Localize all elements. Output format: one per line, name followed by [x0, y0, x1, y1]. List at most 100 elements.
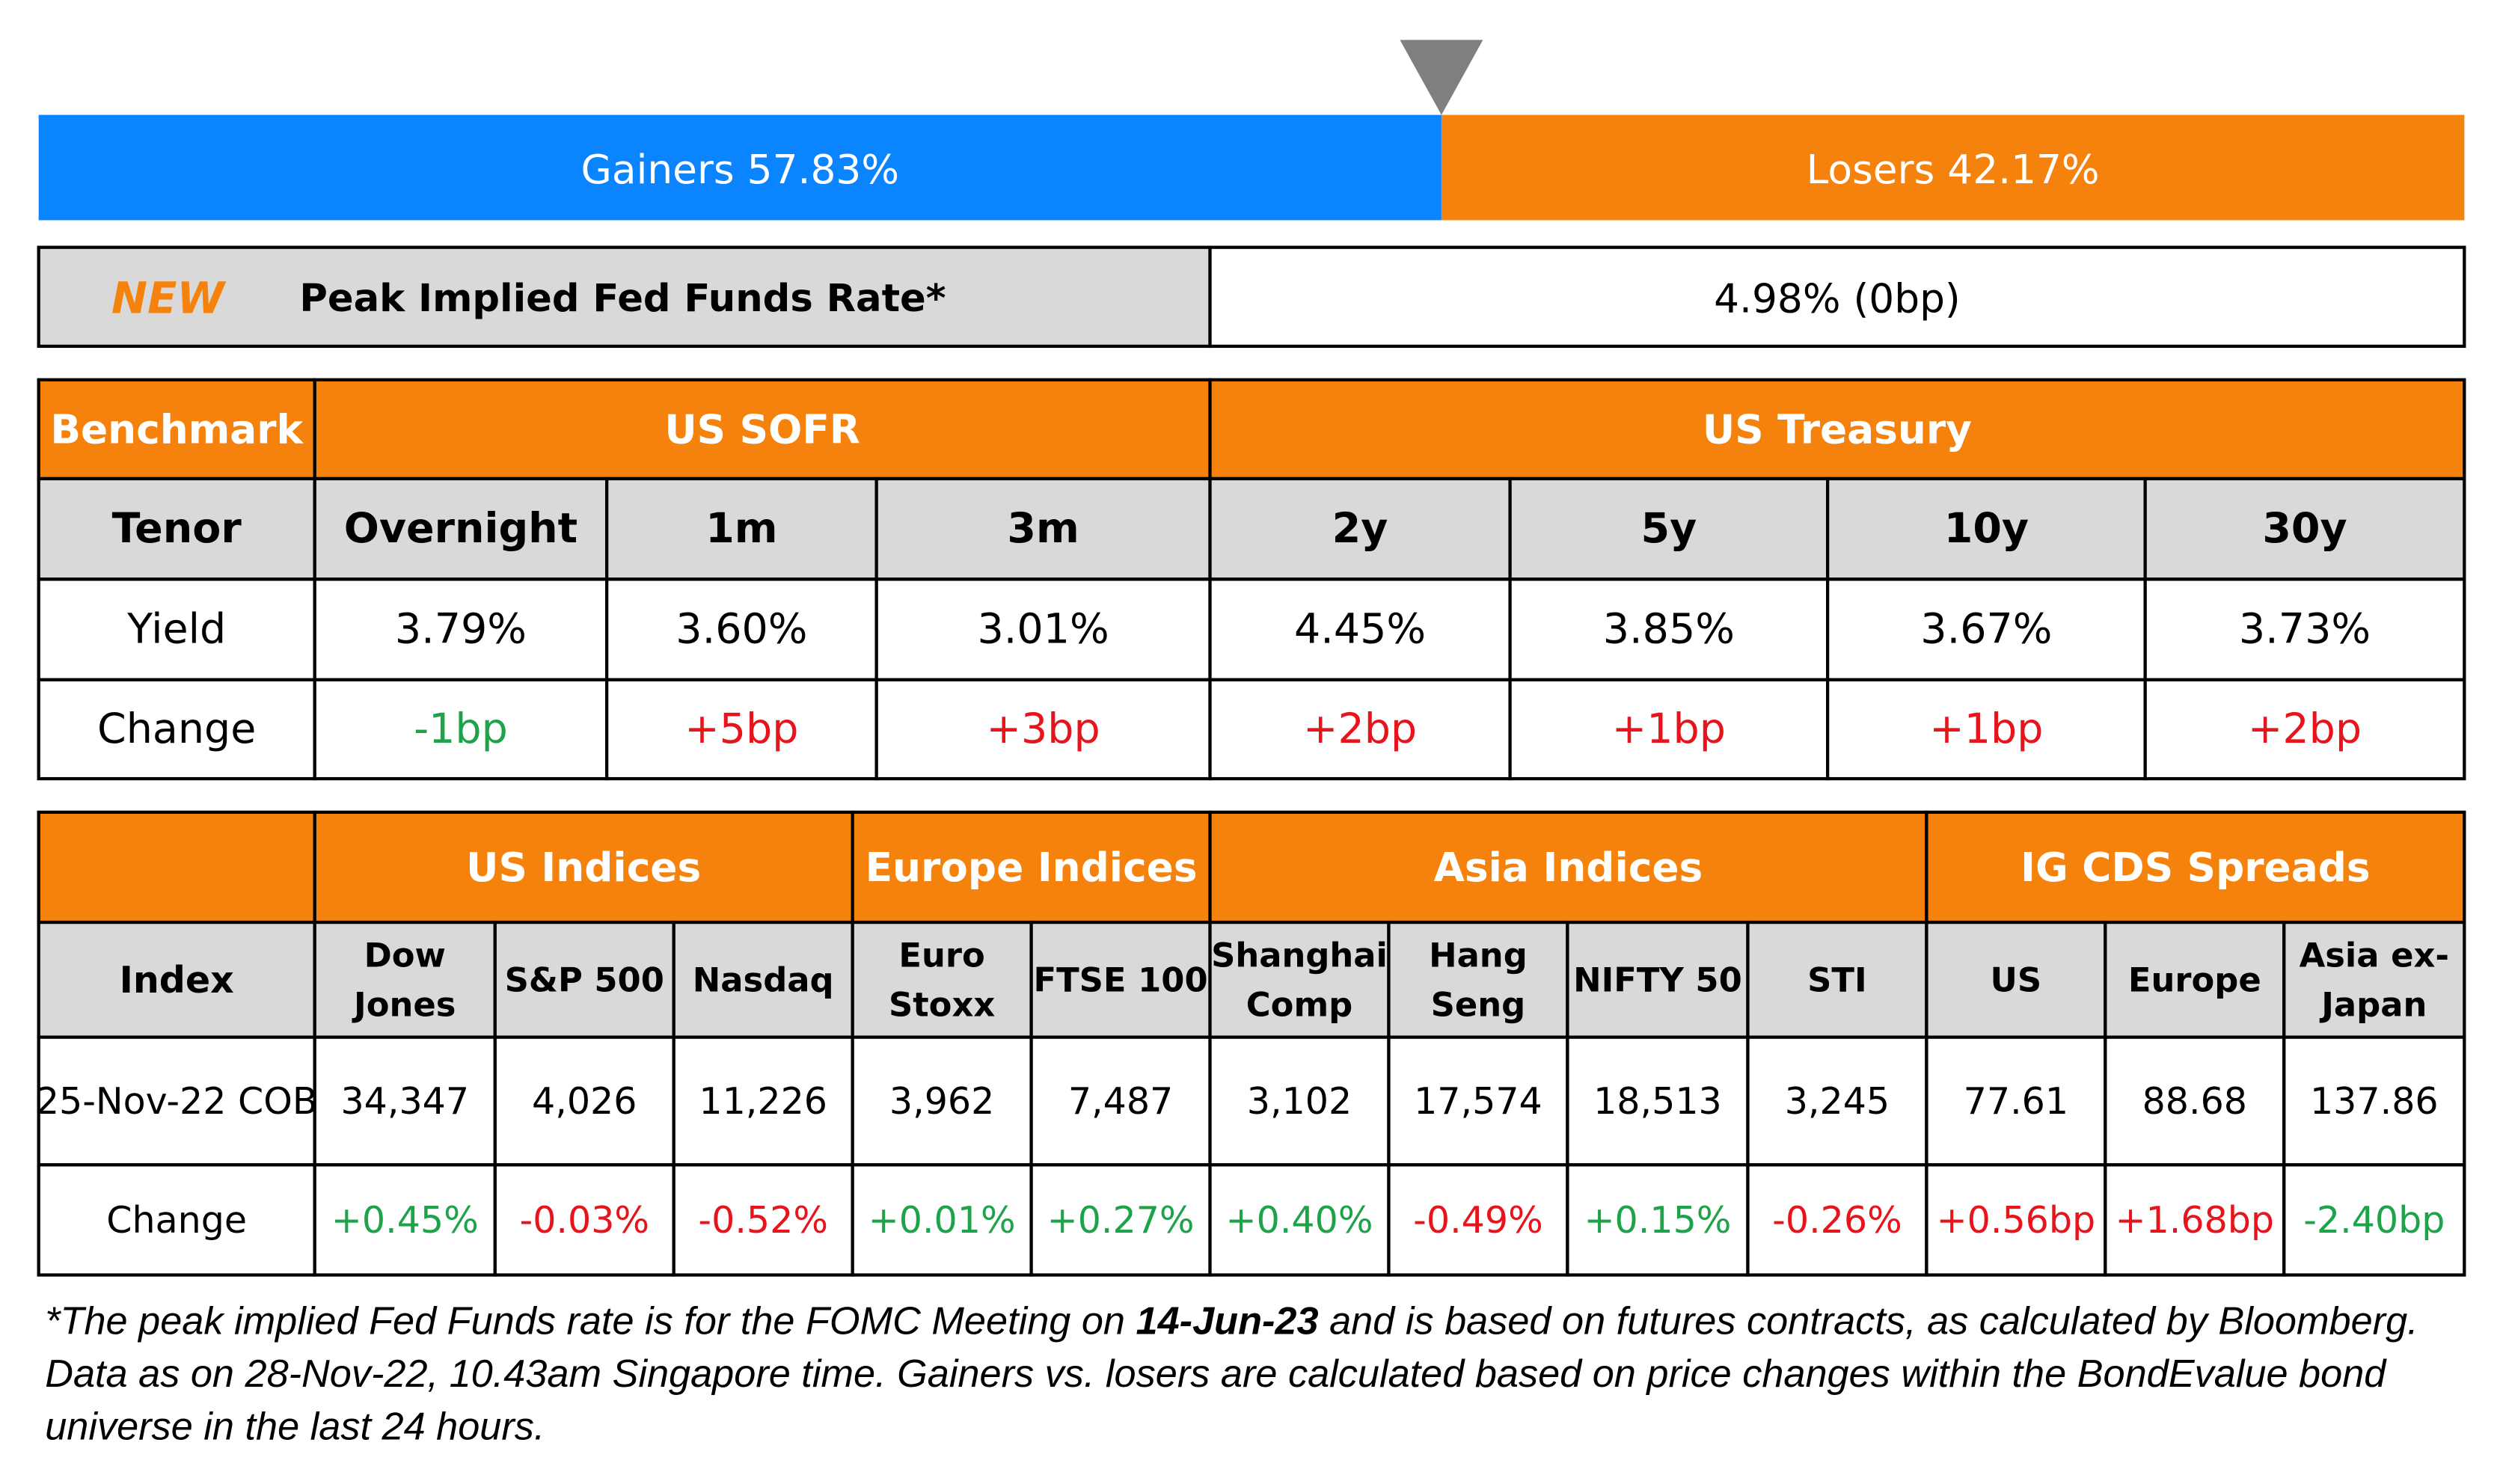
column-header: 2y: [1332, 505, 1388, 553]
column-header-cell: [37, 476, 316, 581]
value-cell: [1387, 1035, 1569, 1167]
row-label: Yield: [126, 606, 226, 654]
column-header: S&P 500: [505, 960, 664, 999]
value: -2.40bp: [2303, 1198, 2445, 1242]
row-label-cell: [37, 1035, 316, 1167]
value-cell: [493, 1163, 675, 1277]
column-header-cell: [851, 920, 1033, 1039]
footnote: *The peak implied Fed Funds rate is for …: [45, 1296, 2471, 1453]
group-header-cell: [1208, 810, 1928, 925]
value: 3,962: [889, 1079, 994, 1123]
value-cell: [874, 577, 1212, 681]
value: 18,513: [1593, 1079, 1722, 1123]
value: 3.73%: [2239, 606, 2371, 654]
row-label-cell: [37, 577, 316, 681]
losers-name: Losers: [1807, 146, 1935, 193]
column-header: 10y: [1944, 505, 2029, 553]
footnote-text: *The peak implied Fed Funds rate is for …: [45, 1300, 1136, 1344]
value-cell: [1566, 1035, 1750, 1167]
value: +0.01%: [868, 1198, 1016, 1242]
column-header: Dow: [364, 935, 446, 975]
column-header: 30y: [2262, 505, 2347, 553]
group-header: Asia Indices: [1434, 844, 1703, 891]
group-header-cell: [851, 810, 1212, 925]
group-header: Benchmark: [50, 405, 304, 453]
value: 11,226: [699, 1079, 827, 1123]
row-label: Change: [106, 1198, 247, 1242]
column-header: Nasdaq: [693, 960, 834, 999]
value: +1bp: [1612, 705, 1726, 753]
gainers-value: 57.83%: [747, 146, 899, 193]
value-cell: [1029, 1035, 1212, 1167]
column-header-cell: [1826, 476, 2147, 581]
row-label: Change: [97, 705, 256, 753]
group-header-cell: [1925, 810, 2466, 925]
value-cell: [493, 1035, 675, 1167]
column-header: US: [1991, 960, 2042, 999]
group-header-cell: [313, 810, 854, 925]
column-header-cell: [605, 476, 878, 581]
value-cell: [2104, 1035, 2286, 1167]
value: +0.45%: [331, 1198, 479, 1242]
column-header-cell: [493, 920, 675, 1039]
value-cell: [1208, 1035, 1391, 1167]
value: 17,574: [1414, 1079, 1542, 1123]
footnote-box: *The peak implied Fed Funds rate is for …: [45, 1296, 2471, 1453]
value-cell: [1208, 1163, 1391, 1277]
column-header: Overnight: [344, 505, 578, 553]
value: +1.68bp: [2116, 1198, 2275, 1242]
column-header: NIFTY 50: [1573, 960, 1742, 999]
value: +0.56bp: [1937, 1198, 2096, 1242]
value: +0.40%: [1226, 1198, 1373, 1242]
value-cell: [313, 678, 609, 781]
value-cell: [2282, 1035, 2466, 1167]
column-header: Comp: [1246, 984, 1352, 1024]
losers-value: 42.17%: [1947, 146, 2099, 193]
value: -0.52%: [698, 1198, 828, 1242]
value-cell: [1208, 678, 1512, 781]
split-marker: [1400, 40, 1483, 115]
value: +2bp: [1303, 705, 1417, 753]
value-cell: [1387, 1163, 1569, 1277]
column-header-cell: [313, 920, 497, 1039]
value: 3.85%: [1603, 606, 1735, 654]
fed-value: 4.98% (0bp): [1714, 275, 1961, 322]
value: 3.01%: [978, 606, 1109, 654]
value-cell: [1925, 1035, 2107, 1167]
value-cell: [2143, 577, 2466, 681]
gainers-name: Gainers: [581, 146, 735, 193]
value-cell: [851, 1035, 1033, 1167]
row-label: 25-Nov-22 COB: [36, 1079, 318, 1123]
group-header: US SOFR: [664, 405, 860, 453]
fed-value-cell: [1208, 245, 2466, 349]
group-header-cell: [313, 378, 1212, 481]
value: +3bp: [987, 705, 1100, 753]
value: 88.68: [2142, 1079, 2247, 1123]
new-tag: NEW: [111, 273, 227, 323]
losers-bar: [1441, 114, 2465, 221]
value-cell: [313, 1163, 497, 1277]
column-header: 3m: [1007, 505, 1079, 553]
column-header: Asia ex-: [2300, 935, 2449, 975]
column-header: FTSE 100: [1033, 960, 1207, 999]
value-cell: [1746, 1163, 1928, 1277]
column-header-cell: [1208, 920, 1391, 1039]
column-header-cell: [1746, 920, 1928, 1039]
value-cell: [1566, 1163, 1750, 1277]
group-header: US Treasury: [1703, 405, 1972, 453]
column-header: Europe: [2128, 960, 2261, 999]
column-header: STI: [1807, 960, 1867, 999]
column-header-cell: [672, 920, 854, 1039]
gainers-label: Gainers 57.83%: [581, 146, 899, 193]
group-header: US Indices: [466, 844, 701, 891]
group-header-cell: [1208, 378, 2466, 481]
value: 3.79%: [395, 606, 527, 654]
column-header-cell: [2143, 476, 2466, 581]
value-cell: [1208, 577, 1512, 681]
value-cell: [2143, 678, 2466, 781]
value-cell: [1029, 1163, 1212, 1277]
column-header: Hang: [1429, 935, 1528, 975]
value: 4,026: [532, 1079, 637, 1123]
column-header-cell: [1387, 920, 1569, 1039]
